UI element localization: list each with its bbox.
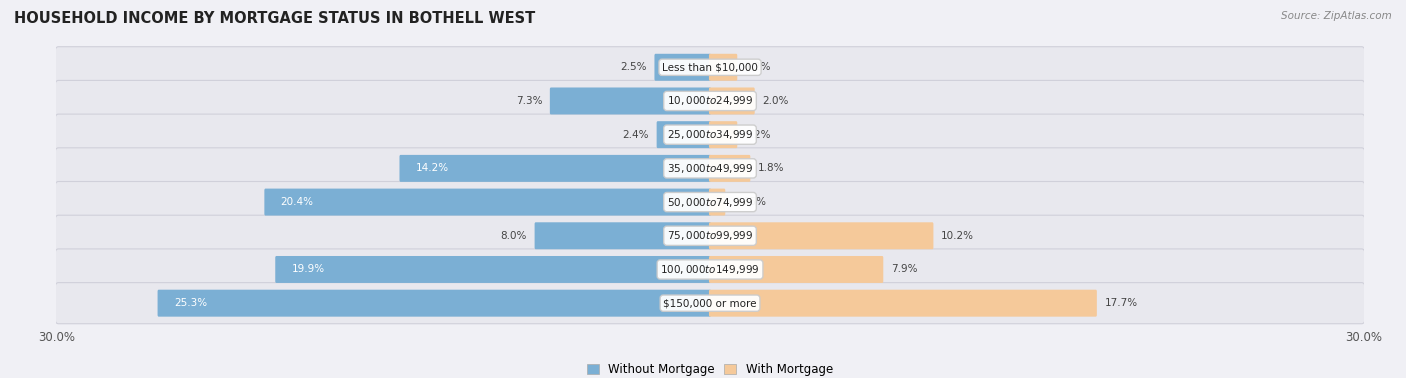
- FancyBboxPatch shape: [55, 81, 1365, 121]
- Text: $25,000 to $34,999: $25,000 to $34,999: [666, 128, 754, 141]
- Text: $10,000 to $24,999: $10,000 to $24,999: [666, 94, 754, 107]
- Text: 2.0%: 2.0%: [762, 96, 789, 106]
- FancyBboxPatch shape: [55, 283, 1365, 324]
- FancyBboxPatch shape: [55, 114, 1365, 155]
- FancyBboxPatch shape: [709, 290, 1097, 317]
- Text: $100,000 to $149,999: $100,000 to $149,999: [661, 263, 759, 276]
- FancyBboxPatch shape: [709, 54, 737, 81]
- Text: 7.3%: 7.3%: [516, 96, 543, 106]
- FancyBboxPatch shape: [55, 249, 1365, 290]
- Text: 1.2%: 1.2%: [745, 62, 772, 72]
- Text: 14.2%: 14.2%: [416, 163, 449, 174]
- Text: $50,000 to $74,999: $50,000 to $74,999: [666, 195, 754, 209]
- FancyBboxPatch shape: [709, 222, 934, 249]
- FancyBboxPatch shape: [55, 215, 1365, 256]
- Text: $35,000 to $49,999: $35,000 to $49,999: [666, 162, 754, 175]
- FancyBboxPatch shape: [264, 189, 711, 215]
- Text: 2.4%: 2.4%: [623, 130, 650, 139]
- Text: 0.65%: 0.65%: [733, 197, 766, 207]
- Text: 1.2%: 1.2%: [745, 130, 772, 139]
- FancyBboxPatch shape: [657, 121, 711, 148]
- Text: $150,000 or more: $150,000 or more: [664, 298, 756, 308]
- FancyBboxPatch shape: [709, 155, 751, 182]
- Text: 20.4%: 20.4%: [281, 197, 314, 207]
- Text: $75,000 to $99,999: $75,000 to $99,999: [666, 229, 754, 242]
- Text: 7.9%: 7.9%: [891, 265, 917, 274]
- FancyBboxPatch shape: [534, 222, 711, 249]
- FancyBboxPatch shape: [55, 148, 1365, 189]
- FancyBboxPatch shape: [709, 256, 883, 283]
- FancyBboxPatch shape: [709, 189, 725, 215]
- Text: HOUSEHOLD INCOME BY MORTGAGE STATUS IN BOTHELL WEST: HOUSEHOLD INCOME BY MORTGAGE STATUS IN B…: [14, 11, 536, 26]
- FancyBboxPatch shape: [709, 121, 737, 148]
- Text: 19.9%: 19.9%: [291, 265, 325, 274]
- FancyBboxPatch shape: [399, 155, 711, 182]
- Text: 8.0%: 8.0%: [501, 231, 527, 241]
- Text: 1.8%: 1.8%: [758, 163, 785, 174]
- FancyBboxPatch shape: [276, 256, 711, 283]
- FancyBboxPatch shape: [550, 87, 711, 115]
- FancyBboxPatch shape: [654, 54, 711, 81]
- Text: 10.2%: 10.2%: [941, 231, 974, 241]
- Legend: Without Mortgage, With Mortgage: Without Mortgage, With Mortgage: [582, 358, 838, 378]
- FancyBboxPatch shape: [55, 47, 1365, 88]
- Text: 2.5%: 2.5%: [620, 62, 647, 72]
- Text: Less than $10,000: Less than $10,000: [662, 62, 758, 72]
- FancyBboxPatch shape: [157, 290, 711, 317]
- FancyBboxPatch shape: [55, 181, 1365, 223]
- Text: Source: ZipAtlas.com: Source: ZipAtlas.com: [1281, 11, 1392, 21]
- Text: 25.3%: 25.3%: [174, 298, 207, 308]
- Text: 17.7%: 17.7%: [1105, 298, 1137, 308]
- FancyBboxPatch shape: [709, 87, 755, 115]
